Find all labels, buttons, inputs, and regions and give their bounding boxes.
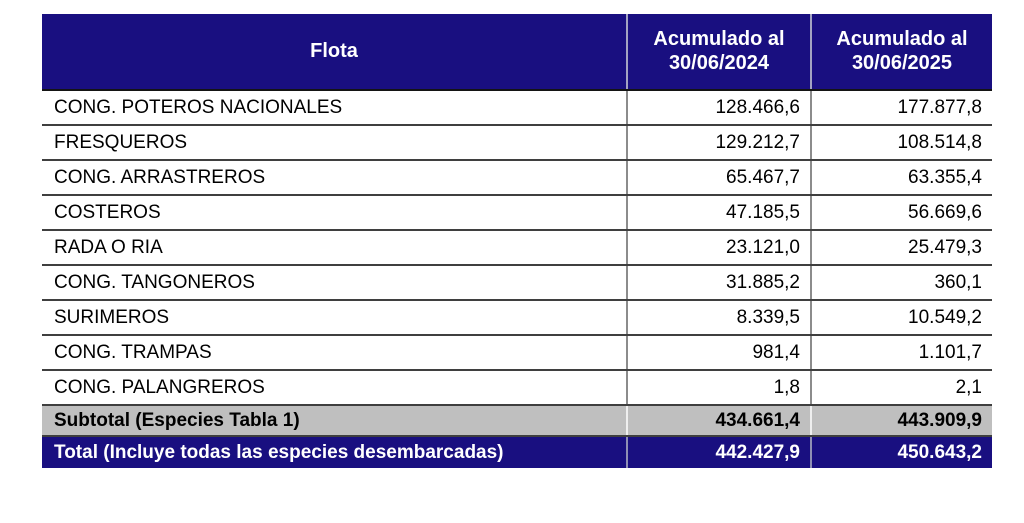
value-2025-cell: 25.479,3 bbox=[810, 230, 992, 266]
fleet-name-cell: COSTEROS bbox=[42, 195, 627, 231]
value-2025-cell: 360,1 bbox=[810, 265, 992, 301]
value-2025-cell: 1.101,7 bbox=[810, 335, 992, 371]
fleet-name-cell: RADA O RIA bbox=[42, 230, 627, 266]
fleet-landings-table: Flota Acumulado al 30/06/2024 Acumulado … bbox=[42, 14, 992, 468]
total-label: Total (Incluye todas las especies desemb… bbox=[42, 436, 627, 468]
column-header-2024-line2: 30/06/2024 bbox=[668, 51, 770, 74]
value-2025-cell: 177.877,8 bbox=[810, 90, 992, 126]
value-2024-cell: 47.185,5 bbox=[626, 195, 811, 231]
table-header: Flota Acumulado al 30/06/2024 Acumulado … bbox=[42, 14, 992, 91]
table-row: CONG. TANGONEROS 31.885,2 360,1 bbox=[42, 265, 992, 301]
table-row: COSTEROS 47.185,5 56.669,6 bbox=[42, 195, 992, 231]
total-2024-value: 442.427,9 bbox=[626, 436, 811, 468]
table-row: FRESQUEROS 129.212,7 108.514,8 bbox=[42, 125, 992, 161]
table-body: CONG. POTEROS NACIONALES 128.466,6 177.8… bbox=[42, 90, 992, 468]
fleet-name-cell: CONG. POTEROS NACIONALES bbox=[42, 90, 627, 126]
subtotal-label: Subtotal (Especies Tabla 1) bbox=[42, 405, 627, 437]
fleet-landings-table-container: Flota Acumulado al 30/06/2024 Acumulado … bbox=[42, 14, 992, 468]
subtotal-2024-value: 434.661,4 bbox=[626, 405, 811, 437]
table-row: RADA O RIA 23.121,0 25.479,3 bbox=[42, 230, 992, 266]
column-header-acumulado-2025: Acumulado al 30/06/2025 bbox=[810, 14, 992, 91]
subtotal-row: Subtotal (Especies Tabla 1) 434.661,4 44… bbox=[42, 405, 992, 437]
table-row: CONG. TRAMPAS 981,4 1.101,7 bbox=[42, 335, 992, 371]
total-2025-value: 450.643,2 bbox=[810, 436, 992, 468]
value-2024-cell: 31.885,2 bbox=[626, 265, 811, 301]
total-row: Total (Incluye todas las especies desemb… bbox=[42, 436, 992, 468]
table-row: SURIMEROS 8.339,5 10.549,2 bbox=[42, 300, 992, 336]
fleet-name-cell: SURIMEROS bbox=[42, 300, 627, 336]
column-header-2024-line1: Acumulado al bbox=[653, 27, 785, 50]
subtotal-2025-value: 443.909,9 bbox=[810, 405, 992, 437]
value-2024-cell: 129.212,7 bbox=[626, 125, 811, 161]
fleet-name-cell: CONG. TANGONEROS bbox=[42, 265, 627, 301]
column-header-2025-line2: 30/06/2025 bbox=[851, 51, 953, 74]
value-2024-cell: 981,4 bbox=[626, 335, 811, 371]
column-header-acumulado-2024: Acumulado al 30/06/2024 bbox=[626, 14, 811, 91]
table-row: CONG. ARRASTREROS 65.467,7 63.355,4 bbox=[42, 160, 992, 196]
column-header-flota-label: Flota bbox=[310, 39, 358, 62]
table-row: CONG. PALANGREROS 1,8 2,1 bbox=[42, 370, 992, 406]
value-2024-cell: 1,8 bbox=[626, 370, 811, 406]
table-row: CONG. POTEROS NACIONALES 128.466,6 177.8… bbox=[42, 90, 992, 126]
value-2025-cell: 10.549,2 bbox=[810, 300, 992, 336]
value-2024-cell: 8.339,5 bbox=[626, 300, 811, 336]
value-2025-cell: 63.355,4 bbox=[810, 160, 992, 196]
fleet-name-cell: CONG. PALANGREROS bbox=[42, 370, 627, 406]
value-2024-cell: 128.466,6 bbox=[626, 90, 811, 126]
column-header-2025-line1: Acumulado al bbox=[836, 27, 968, 50]
fleet-name-cell: CONG. TRAMPAS bbox=[42, 335, 627, 371]
column-header-flota: Flota bbox=[42, 14, 627, 91]
value-2024-cell: 65.467,7 bbox=[626, 160, 811, 196]
value-2025-cell: 2,1 bbox=[810, 370, 992, 406]
fleet-name-cell: CONG. ARRASTREROS bbox=[42, 160, 627, 196]
value-2025-cell: 108.514,8 bbox=[810, 125, 992, 161]
header-row: Flota Acumulado al 30/06/2024 Acumulado … bbox=[42, 14, 992, 91]
value-2024-cell: 23.121,0 bbox=[626, 230, 811, 266]
value-2025-cell: 56.669,6 bbox=[810, 195, 992, 231]
fleet-name-cell: FRESQUEROS bbox=[42, 125, 627, 161]
